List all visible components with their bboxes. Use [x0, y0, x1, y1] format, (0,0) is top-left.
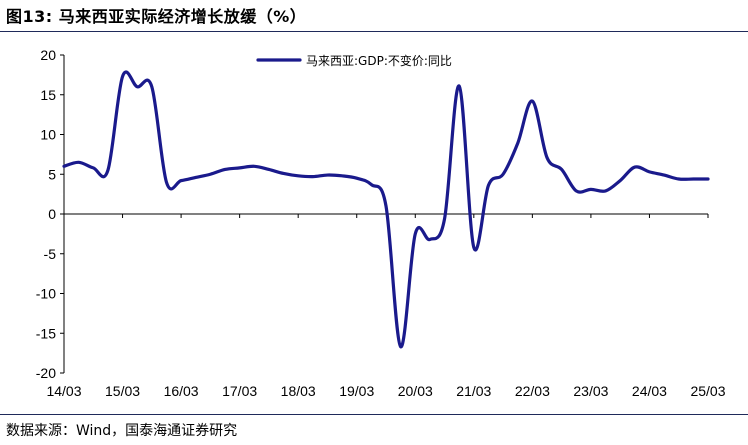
y-tick-label: -20 — [36, 365, 56, 381]
y-tick-label: 5 — [48, 166, 56, 182]
axes: 20 15 10 5 0 -5 -10 -15 -20 14/03 15/03 16/03 17/03 1… — [36, 47, 726, 399]
x-tick-label: 21/03 — [456, 383, 491, 399]
x-tick-label: 19/03 — [339, 383, 374, 399]
source-note: 数据来源：Wind，国泰海通证券研究 — [6, 423, 238, 439]
y-tick-label: 0 — [48, 206, 56, 222]
y-tick-label: -15 — [36, 325, 56, 341]
y-tick-label: -10 — [36, 286, 56, 302]
line-chart: 20 15 10 5 0 -5 -10 -15 -20 14/03 15/03 16/03 17/03 1… — [36, 47, 726, 399]
source-rule — [0, 414, 748, 415]
x-tick-label: 24/03 — [632, 383, 667, 399]
legend: 马来西亚:GDP:不变价:同比 — [256, 53, 452, 68]
figure-label: 图13: — [6, 7, 53, 26]
x-tick-label: 23/03 — [573, 383, 608, 399]
x-tick-label: 20/03 — [398, 383, 433, 399]
title-rule — [0, 31, 748, 32]
y-tick-label: 10 — [40, 127, 56, 143]
x-tick-label: 16/03 — [164, 383, 199, 399]
x-tick-label: 25/03 — [690, 383, 725, 399]
figure-title-text: 马来西亚实际经济增长放缓（%） — [58, 7, 307, 26]
x-tick-label: 18/03 — [281, 383, 316, 399]
x-tick-label: 14/03 — [46, 383, 81, 399]
legend-label: 马来西亚:GDP:不变价:同比 — [306, 53, 452, 68]
series-line-gdp-yoy — [62, 70, 710, 349]
figure-title: 图13: 马来西亚实际经济增长放缓（%） — [6, 3, 306, 27]
x-tick-label: 17/03 — [222, 383, 257, 399]
y-tick-label: -5 — [44, 246, 57, 262]
series-layer — [62, 70, 710, 349]
y-tick-label: 15 — [40, 87, 56, 103]
x-tick-label: 15/03 — [105, 383, 140, 399]
x-tick-label: 22/03 — [515, 383, 550, 399]
y-tick-label: 20 — [40, 47, 56, 63]
